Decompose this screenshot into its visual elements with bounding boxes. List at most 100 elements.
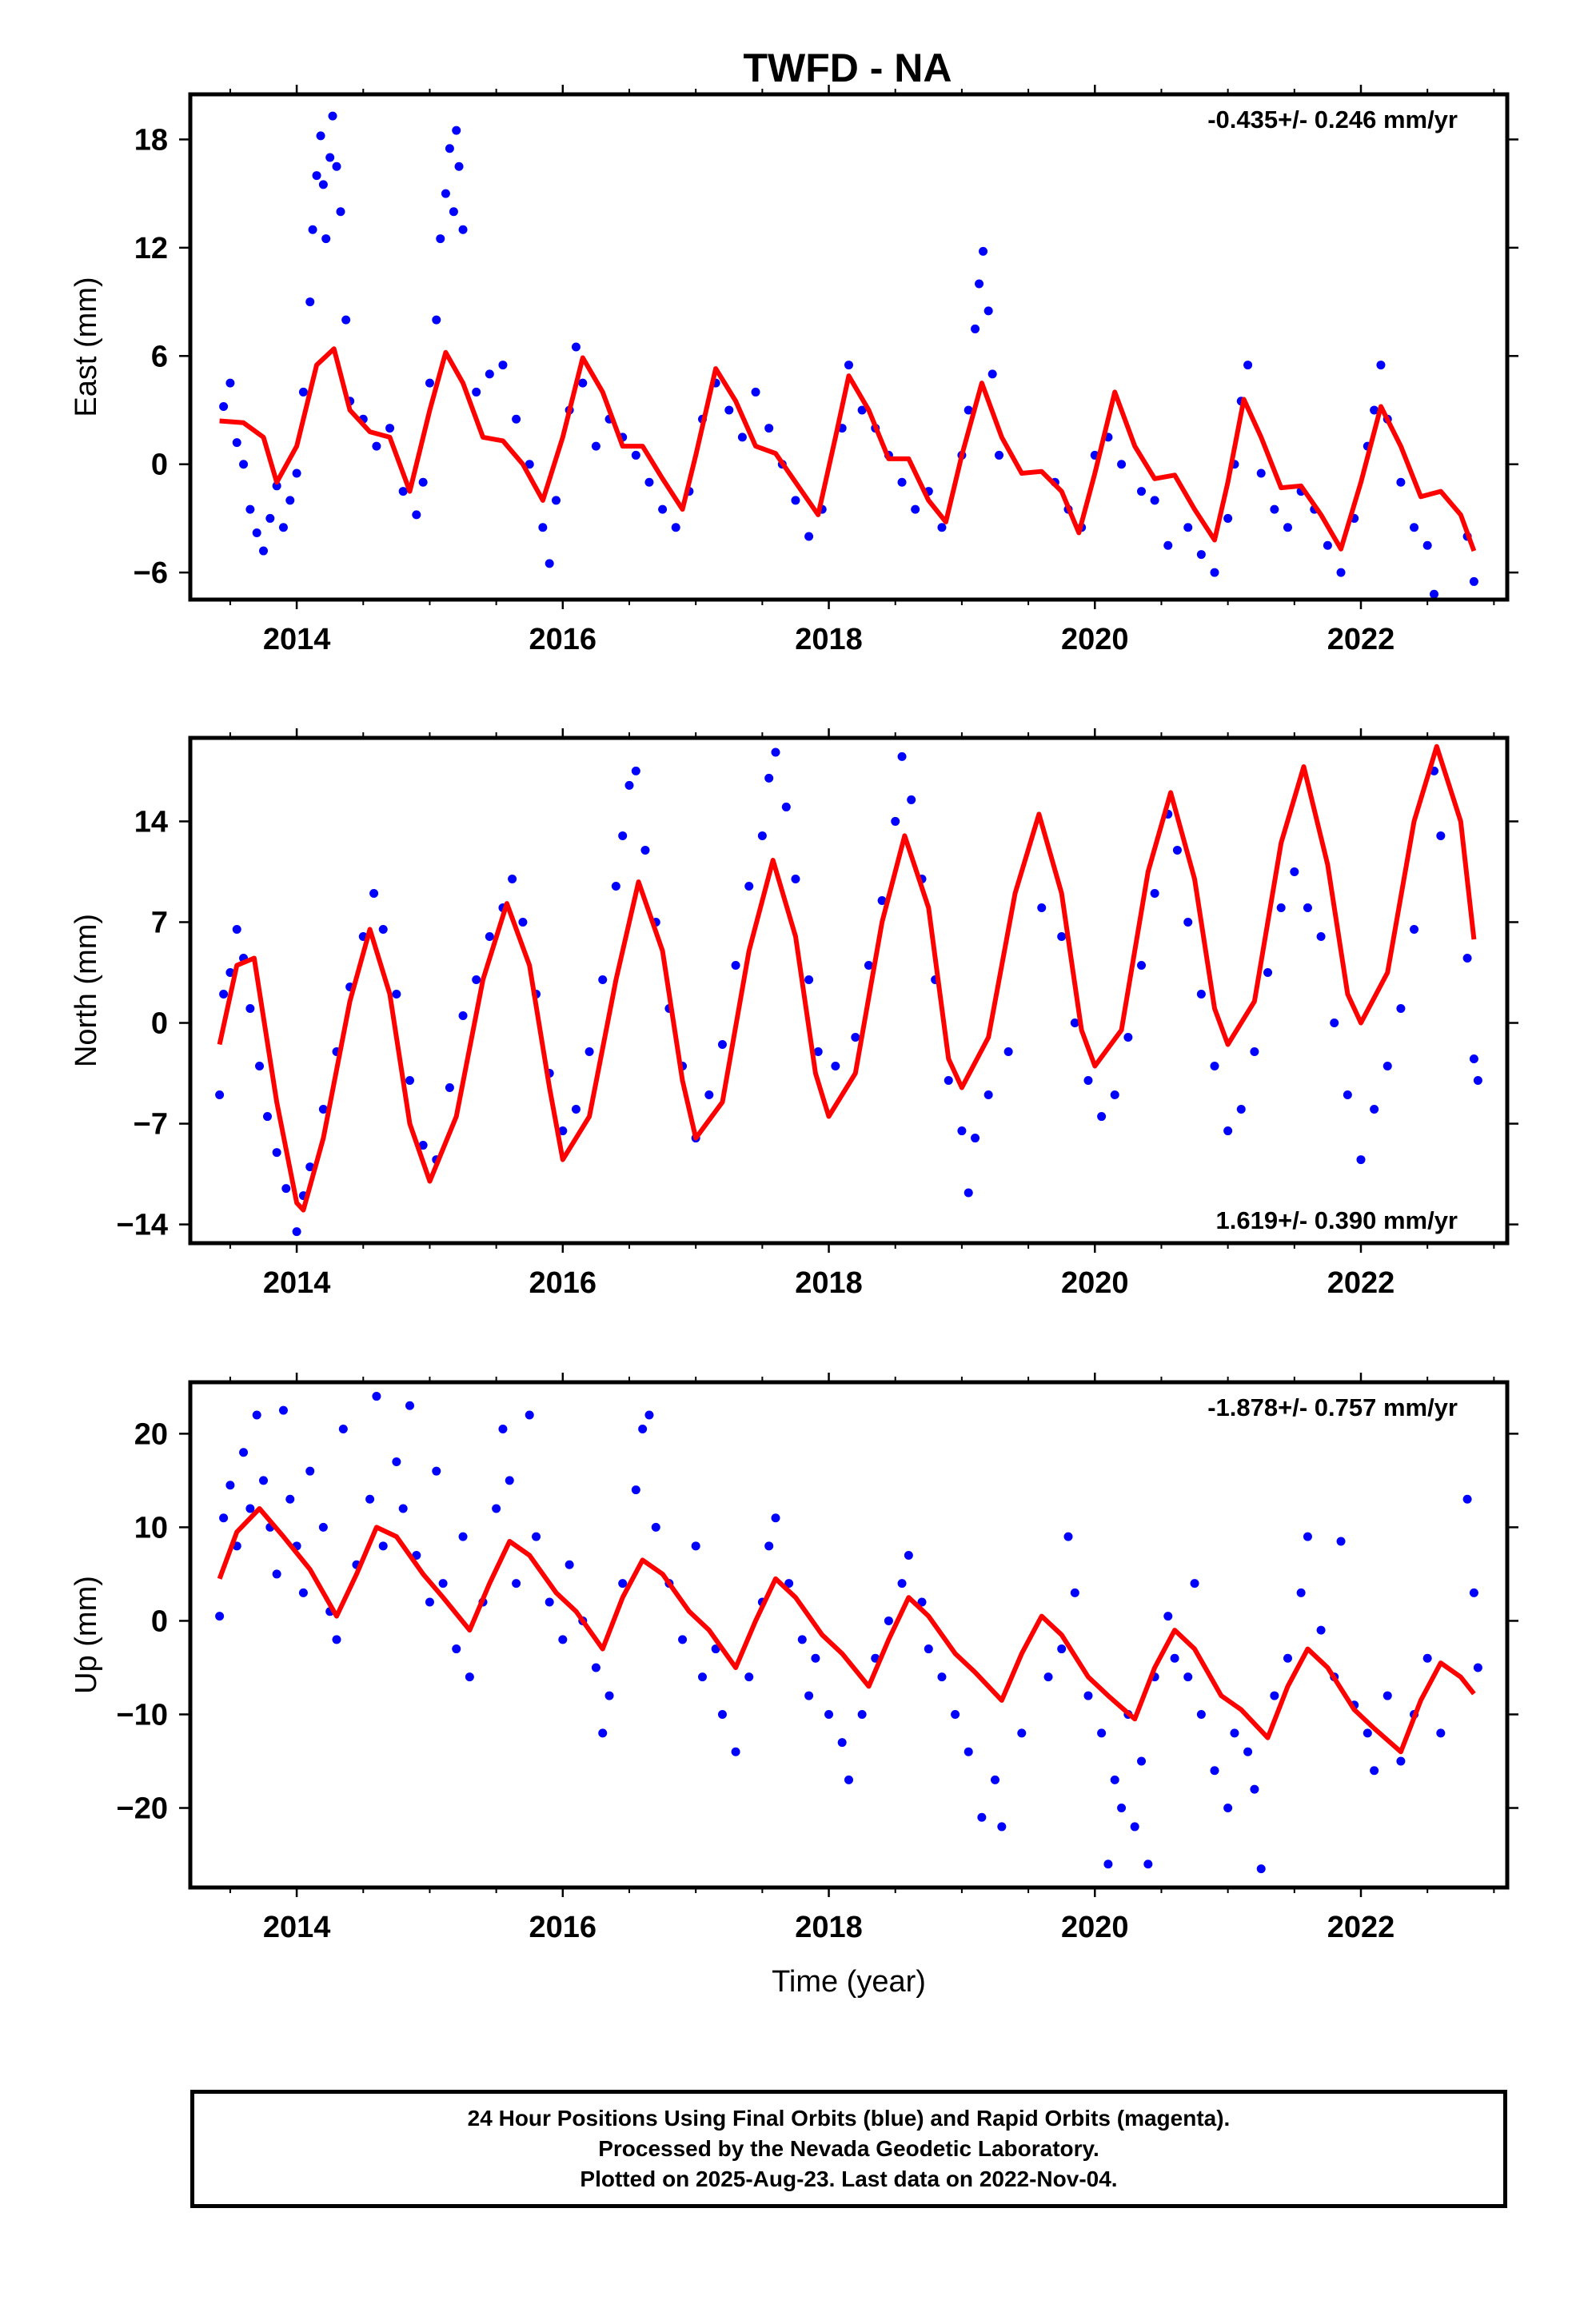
data-point (984, 306, 993, 316)
data-point (1243, 1747, 1253, 1756)
data-point (1123, 1033, 1133, 1042)
data-point (837, 1738, 847, 1748)
data-point (1336, 1537, 1346, 1546)
data-point (724, 405, 734, 415)
data-point (272, 1569, 281, 1579)
data-point (591, 441, 600, 451)
data-point (571, 1105, 581, 1114)
data-point (385, 424, 395, 433)
data-point (305, 297, 315, 307)
y-tick-label: 12 (134, 232, 168, 265)
data-point (844, 1775, 853, 1784)
data-point (485, 931, 494, 941)
data-point (525, 1410, 534, 1420)
y-tick-label: −6 (134, 556, 168, 590)
data-point (1436, 831, 1446, 840)
data-point (418, 1141, 428, 1150)
y-tick-label: 0 (151, 448, 168, 482)
data-point (219, 990, 229, 999)
data-point (631, 450, 640, 460)
data-point (369, 888, 379, 898)
data-point (757, 831, 767, 840)
data-point (984, 1090, 993, 1100)
panel-data (215, 1392, 1482, 1874)
data-point (259, 546, 268, 556)
data-point (1210, 1062, 1219, 1071)
data-point (717, 1040, 727, 1050)
data-point (585, 1047, 594, 1057)
data-point (744, 1672, 754, 1682)
data-point (804, 975, 814, 984)
data-point (298, 1588, 308, 1597)
data-point (1250, 1784, 1259, 1794)
data-point (225, 1481, 235, 1490)
data-point (465, 1672, 474, 1682)
data-point (1330, 1018, 1339, 1028)
rate-annotation: -0.435+/- 0.246 mm/yr (1207, 106, 1458, 134)
data-point (911, 504, 920, 514)
data-point (897, 477, 907, 487)
data-point (1256, 1864, 1266, 1874)
data-point (1270, 1691, 1279, 1700)
data-point (1256, 468, 1266, 478)
data-point (1103, 1860, 1113, 1869)
data-point (717, 1709, 727, 1719)
y-tick-label: 10 (134, 1511, 168, 1545)
data-point (979, 246, 988, 256)
data-point (225, 378, 235, 388)
data-point (1263, 967, 1273, 977)
data-point (272, 481, 281, 491)
data-point (312, 171, 321, 181)
data-point (904, 1551, 913, 1561)
data-point (454, 161, 464, 171)
data-point (1163, 540, 1173, 550)
data-point (565, 1560, 574, 1569)
footer-line-2: Processed by the Nevada Geodetic Laborat… (598, 2136, 1099, 2161)
data-point (997, 1822, 1007, 1832)
x-tick-label: 2020 (1061, 1911, 1129, 1944)
data-point (1303, 1532, 1312, 1541)
data-point (472, 387, 481, 397)
x-tick-label: 2016 (529, 623, 597, 656)
data-point (598, 975, 608, 984)
y-axis-label: East (mm) (70, 277, 103, 417)
data-point (964, 405, 973, 415)
data-point (1097, 1728, 1107, 1738)
data-point (644, 1410, 654, 1420)
panel-data (219, 111, 1478, 599)
x-tick-label: 2022 (1327, 1266, 1395, 1300)
data-point (292, 468, 301, 478)
x-tick-label: 2016 (529, 1911, 597, 1944)
data-point (598, 1728, 608, 1738)
data-point (1422, 1653, 1432, 1663)
y-tick-label: 0 (151, 1604, 168, 1638)
data-point (1170, 1653, 1179, 1663)
data-point (1130, 1822, 1139, 1832)
data-point (532, 1532, 541, 1541)
data-point (445, 1083, 454, 1093)
data-point (994, 450, 1003, 460)
x-tick-label: 2020 (1061, 623, 1129, 656)
panel-up: 2014 2016 2018 2020 2022 −20 −10 0 10 20 Up (mm) Ti… (70, 1373, 1518, 1999)
data-point (1196, 1709, 1206, 1719)
x-tick-label: 2014 (263, 1266, 331, 1300)
data-point (472, 975, 481, 984)
data-point (332, 1635, 341, 1644)
x-tick-label: 2016 (529, 1266, 597, 1300)
data-point (851, 1033, 860, 1042)
data-point (1376, 361, 1386, 370)
data-point (731, 960, 740, 970)
y-tick-label: 0 (151, 1007, 168, 1041)
data-point (498, 1425, 508, 1434)
data-point (372, 441, 381, 451)
data-point (604, 1691, 614, 1700)
x-tick-label: 2018 (795, 1911, 863, 1944)
data-point (924, 1644, 933, 1654)
data-point (1183, 917, 1193, 927)
data-point (552, 496, 561, 505)
x-tick-label: 2022 (1327, 623, 1395, 656)
data-point (751, 387, 760, 397)
data-point (321, 234, 331, 244)
data-point (1210, 568, 1219, 577)
data-point (545, 1597, 554, 1607)
